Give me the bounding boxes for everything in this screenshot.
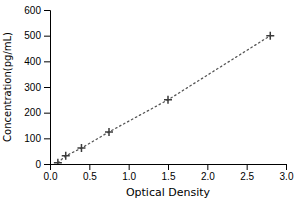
point-marker (77, 144, 85, 152)
y-tick-mark (44, 61, 50, 62)
y-tick-mark (44, 164, 50, 165)
y-tick-label: 400 (24, 56, 41, 67)
plot: 0.0 0.5 1.0 1.5 2.0 2.5 3.0 0 100 200 300 400 500 600 (24, 5, 294, 182)
y-tick-mark (44, 138, 50, 139)
y-tick: 100 (24, 133, 50, 144)
point-marker (164, 96, 172, 104)
point-marker (266, 32, 274, 40)
x-tick-label: 2.5 (240, 171, 254, 182)
y-tick-label: 500 (24, 30, 41, 41)
x-tick-label: 3.0 (280, 171, 294, 182)
x-tick-label: 1.5 (162, 171, 176, 182)
line (58, 36, 270, 163)
y-tick-label: 0 (35, 159, 41, 170)
y-tick-mark (44, 36, 50, 37)
x-tick-label: 0.5 (83, 171, 97, 182)
y-axis-line (44, 11, 51, 165)
y-tick-label: 600 (24, 5, 41, 16)
x-tick: 1.0 (122, 164, 136, 182)
y-axis-title: Concentration(pg/mL) (2, 32, 13, 142)
y-tick: 200 (24, 107, 50, 118)
y-tick: 600 (24, 5, 50, 16)
x-axis-title: Optical Density (126, 186, 211, 199)
y-tick-label: 300 (24, 82, 41, 93)
x-tick-mark (129, 164, 130, 170)
y-tick-mark (44, 10, 50, 11)
x-tick: 1.5 (162, 164, 176, 182)
x-tick-label: 2.0 (201, 171, 215, 182)
x-tick: 3.0 (280, 164, 294, 182)
y-tick: 0 (35, 159, 50, 170)
y-tick-mark (44, 113, 50, 114)
y-tick-mark (44, 87, 50, 88)
y-tick: 400 (24, 56, 50, 67)
x-tick: 0.0 (44, 164, 58, 182)
x-tick-label: 0.0 (44, 171, 58, 182)
x-tick: 2.0 (201, 164, 215, 182)
data-layer (54, 32, 274, 164)
x-tick-label: 1.0 (122, 171, 136, 182)
x-tick-mark (207, 164, 208, 170)
y-axis: 0 100 200 300 400 500 600 (24, 5, 50, 170)
chart: 0.0 0.5 1.0 1.5 2.0 2.5 3.0 0 100 200 300 400 500 600… (0, 0, 300, 200)
point-marker (62, 152, 70, 160)
x-tick-mark (168, 164, 169, 170)
y-tick-label: 100 (24, 133, 41, 144)
x-axis-line (51, 165, 287, 171)
chart-container: 0.0 0.5 1.0 1.5 2.0 2.5 3.0 0 100 200 300 400 500 600… (0, 0, 300, 200)
x-tick-mark (89, 164, 90, 170)
x-tick: 2.5 (240, 164, 254, 182)
x-axis: 0.0 0.5 1.0 1.5 2.0 2.5 3.0 (44, 164, 294, 182)
x-tick-mark (286, 164, 287, 170)
x-tick: 0.5 (83, 164, 97, 182)
y-tick: 300 (24, 82, 50, 93)
point-marker (105, 128, 113, 136)
point-marker (54, 159, 62, 164)
x-tick-mark (247, 164, 248, 170)
y-tick: 500 (24, 30, 50, 41)
y-tick-label: 200 (24, 107, 41, 118)
